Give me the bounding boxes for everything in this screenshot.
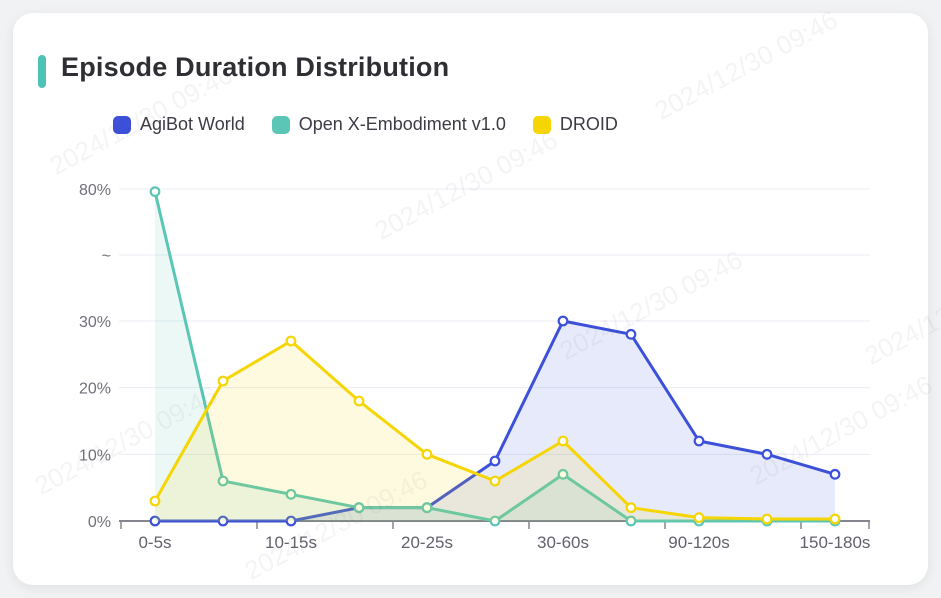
y-axis-label: ~ <box>102 248 111 265</box>
data-point[interactable] <box>353 502 365 514</box>
data-point[interactable] <box>149 495 161 507</box>
legend-label: DROID <box>559 114 618 134</box>
chart-title: Episode Duration Distribution <box>61 52 450 82</box>
series-area <box>155 191 835 521</box>
series-area <box>155 341 835 521</box>
data-point[interactable] <box>285 488 297 500</box>
data-point[interactable] <box>421 502 433 514</box>
data-point[interactable] <box>625 502 637 514</box>
x-axis-label: 90-120s <box>668 533 729 552</box>
legend-swatch <box>532 115 551 134</box>
y-axis-label: 10% <box>79 447 111 464</box>
data-point[interactable] <box>829 468 841 480</box>
legend-swatch <box>271 115 290 134</box>
data-point[interactable] <box>557 435 569 447</box>
data-point[interactable] <box>489 475 501 487</box>
y-axis-label: 80% <box>79 182 111 199</box>
title-accent-bar <box>38 55 46 88</box>
legend-item-agibot-world[interactable]: AgiBot World <box>113 114 245 135</box>
x-axis-label: 0-5s <box>138 533 171 552</box>
data-point[interactable] <box>285 515 297 527</box>
data-point[interactable] <box>557 315 569 327</box>
data-point[interactable] <box>761 513 773 525</box>
data-point[interactable] <box>829 513 841 525</box>
y-axis-label: 30% <box>79 314 111 331</box>
data-point[interactable] <box>557 468 569 480</box>
data-point[interactable] <box>625 515 637 527</box>
data-point[interactable] <box>489 515 501 527</box>
legend-label: AgiBot World <box>140 114 245 134</box>
data-point[interactable] <box>149 515 161 527</box>
data-point[interactable] <box>693 512 705 524</box>
legend: AgiBot World Open X-Embodiment v1.0 DROID <box>113 114 618 135</box>
data-point[interactable] <box>353 395 365 407</box>
y-axis-label: 0% <box>88 514 111 531</box>
chart-card <box>13 13 928 585</box>
series-droid[interactable] <box>149 335 841 525</box>
x-axis-label: 10-15s <box>265 533 317 552</box>
data-point[interactable] <box>217 375 229 387</box>
data-point[interactable] <box>285 335 297 347</box>
legend-label: Open X-Embodiment v1.0 <box>298 114 506 134</box>
data-point[interactable] <box>421 448 433 460</box>
series-area <box>155 321 835 521</box>
data-point[interactable] <box>761 448 773 460</box>
x-axis-label: 150-180s <box>800 533 871 552</box>
data-point[interactable] <box>625 328 637 340</box>
x-axis-label: 20-25s <box>401 533 453 552</box>
data-point[interactable] <box>149 186 161 198</box>
legend-item-open-x-embodiment-v1-0[interactable]: Open X-Embodiment v1.0 <box>271 114 506 135</box>
legend-item-droid[interactable]: DROID <box>532 114 618 135</box>
series-open-x-embodiment-v1-0[interactable] <box>149 186 841 527</box>
data-point[interactable] <box>217 475 229 487</box>
data-point[interactable] <box>693 435 705 447</box>
data-point[interactable] <box>489 455 501 467</box>
data-point[interactable] <box>217 515 229 527</box>
y-axis-label: 20% <box>79 381 111 398</box>
legend-swatch <box>113 115 131 134</box>
x-axis-label: 30-60s <box>537 533 589 552</box>
series-agibot-world[interactable] <box>149 315 841 527</box>
